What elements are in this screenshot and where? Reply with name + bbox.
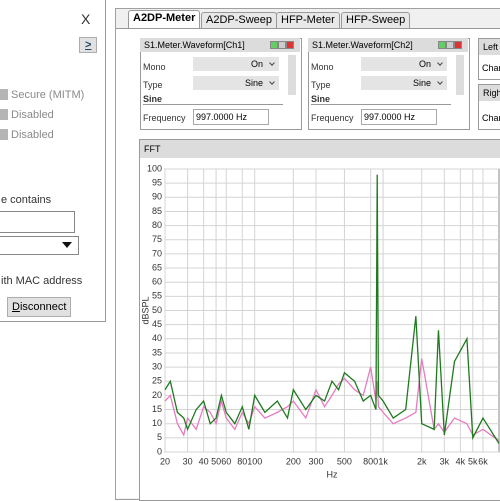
y-tick-label: 20 xyxy=(152,390,162,400)
y-tick-label: 0 xyxy=(157,446,162,456)
filter-input[interactable] xyxy=(0,211,75,233)
x-tick-label: 200 xyxy=(286,456,301,466)
fft-chart: 0 5 10 15 20 25 30 35 40 45 50 55 60 65 70 75 80 85 90 95 10… xyxy=(140,163,500,479)
separator xyxy=(311,104,451,105)
window-icon[interactable] xyxy=(438,41,446,49)
panel-title: S1.Meter.Waveform[Ch1] xyxy=(140,38,300,52)
x-tick-label: 4k xyxy=(456,456,466,466)
side-panel: Righ Chan xyxy=(478,84,500,130)
scrollbar[interactable] xyxy=(456,55,464,95)
tab[interactable]: A2DP-Meter xyxy=(128,10,201,29)
y-tick-label: 75 xyxy=(152,234,162,244)
panel-field: Chan xyxy=(482,63,500,73)
y-tick-label: 25 xyxy=(152,376,162,386)
expand-button[interactable]: > xyxy=(79,37,98,53)
mac-label: ith MAC address xyxy=(1,275,83,287)
x-tick-label: 30 xyxy=(183,456,193,466)
x-tick-label: 300 xyxy=(308,456,323,466)
y-tick-label: 70 xyxy=(152,248,162,258)
x-tick-label: 80 xyxy=(237,456,247,466)
disconnect-button[interactable]: Disconnect xyxy=(7,297,72,317)
y-tick-label: 65 xyxy=(152,262,162,272)
x-axis-label: Hz xyxy=(327,469,338,479)
dialog: X > Secure (MITM) Disabled Disabled e co… xyxy=(0,0,106,322)
checkbox[interactable] xyxy=(0,109,8,120)
panel-field: Chan xyxy=(482,113,500,123)
type-dropdown[interactable]: Sine xyxy=(193,76,279,90)
y-tick-label: 50 xyxy=(152,305,162,315)
window-icon[interactable] xyxy=(286,41,294,49)
field-label: Type xyxy=(311,80,331,90)
frequency-input[interactable]: 997.0000 Hz xyxy=(361,109,437,125)
window-icon[interactable] xyxy=(278,41,286,49)
x-tick-label: 100 xyxy=(247,456,262,466)
field-label: Frequency xyxy=(143,113,186,123)
y-tick-label: 60 xyxy=(152,277,162,287)
x-tick-label: 40 xyxy=(199,456,209,466)
y-tick-label: 30 xyxy=(152,361,162,371)
field-label: Type xyxy=(143,80,163,90)
section-label: Sine xyxy=(311,94,331,104)
y-tick-label: 5 xyxy=(157,432,162,442)
field-label: Frequency xyxy=(311,113,354,123)
option-label: Disabled xyxy=(11,109,54,121)
series-line xyxy=(164,174,500,444)
series-line xyxy=(164,358,500,442)
y-tick-label: 90 xyxy=(152,192,162,202)
frequency-input[interactable]: 997.0000 Hz xyxy=(193,109,269,125)
mode-dropdown[interactable]: On xyxy=(361,57,447,71)
option-label: Disabled xyxy=(11,129,54,141)
window-icon[interactable] xyxy=(270,41,278,49)
y-tick-label: 85 xyxy=(152,206,162,216)
x-tick-label: 800 xyxy=(363,456,378,466)
dropdown-arrow xyxy=(62,242,72,248)
x-tick-label: 60 xyxy=(221,456,231,466)
window-icon[interactable] xyxy=(454,41,462,49)
x-tick-label: 1k xyxy=(378,456,388,466)
y-tick-label: 35 xyxy=(152,347,162,357)
checkbox[interactable] xyxy=(0,129,8,140)
y-tick-label: 95 xyxy=(152,178,162,188)
type-dropdown[interactable]: Sine xyxy=(361,76,447,90)
x-tick-label: 2k xyxy=(417,456,427,466)
x-tick-label: 6k xyxy=(478,456,488,466)
mode-dropdown[interactable]: On xyxy=(193,57,279,71)
tab[interactable]: HFP-Meter xyxy=(276,12,340,28)
window-icon[interactable] xyxy=(446,41,454,49)
scrollbar[interactable] xyxy=(288,55,296,95)
panel-title: Righ xyxy=(479,85,500,101)
panel-title: Left xyxy=(479,39,500,55)
side-panel: Left Chan xyxy=(478,38,500,80)
field-label: Mono xyxy=(311,62,334,72)
tab[interactable]: A2DP-Sweep xyxy=(201,12,278,28)
y-tick-label: 100 xyxy=(147,163,162,173)
filter-label: e contains xyxy=(1,194,52,206)
y-tick-label: 40 xyxy=(152,333,162,343)
y-axis-label: dBSPL xyxy=(140,296,150,324)
x-tick-label: 5k xyxy=(468,456,478,466)
filter-dropdown[interactable] xyxy=(0,236,79,255)
x-tick-label: 50 xyxy=(211,456,221,466)
close-button[interactable]: X xyxy=(81,11,91,27)
checkbox[interactable] xyxy=(0,89,8,100)
field-label: Mono xyxy=(143,62,166,72)
x-tick-label: 20 xyxy=(160,456,170,466)
section-label: Sine xyxy=(143,94,163,104)
x-tick-label: 500 xyxy=(337,456,352,466)
option-label: Secure (MITM) xyxy=(11,89,85,101)
y-tick-label: 45 xyxy=(152,319,162,329)
panel-title: FFT xyxy=(140,140,500,158)
y-tick-label: 80 xyxy=(152,220,162,230)
x-tick-label: 3k xyxy=(440,456,450,466)
y-tick-label: 55 xyxy=(152,291,162,301)
tab[interactable]: HFP-Sweep xyxy=(341,12,411,28)
panel-title: S1.Meter.Waveform[Ch2] xyxy=(308,38,468,52)
separator xyxy=(143,104,283,105)
y-tick-label: 15 xyxy=(152,404,162,414)
y-tick-label: 10 xyxy=(152,418,162,428)
